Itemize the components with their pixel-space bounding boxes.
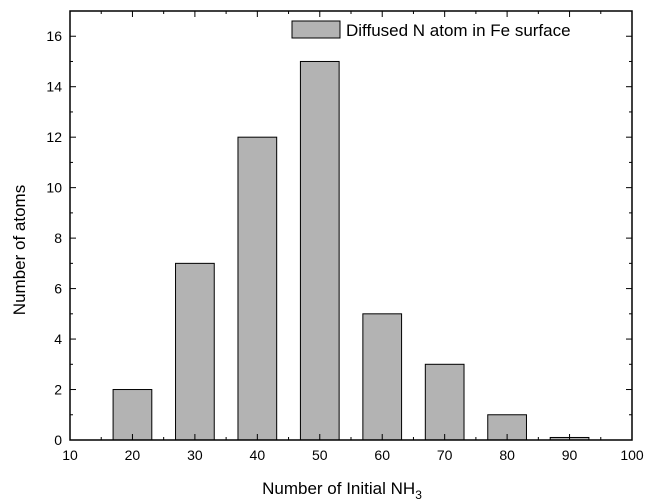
x-tick-label: 20 <box>125 447 141 463</box>
x-tick-label: 80 <box>499 447 515 463</box>
bar-30 <box>175 262 215 441</box>
legend-swatch <box>291 20 341 39</box>
y-tick-label: 4 <box>54 331 62 347</box>
y-ticks: 0 2 4 6 8 10 12 14 16 <box>46 28 632 448</box>
plot-frame <box>69 10 633 441</box>
x-tick-label: 60 <box>374 447 390 463</box>
y-tick-label: 0 <box>54 432 62 448</box>
bars <box>112 60 590 441</box>
bar-60 <box>362 313 403 441</box>
x-tick-label: 70 <box>437 447 453 463</box>
legend: Diffused N atom in Fe surface <box>291 20 571 40</box>
y-tick-label: 2 <box>54 382 62 398</box>
x-tick-label: 90 <box>562 447 578 463</box>
x-tick-label: 30 <box>187 447 203 463</box>
y-tick-label: 14 <box>46 79 62 95</box>
x-tick-label: 10 <box>62 447 78 463</box>
legend-label: Diffused N atom in Fe surface <box>346 21 571 40</box>
y-tick-label: 16 <box>46 28 62 44</box>
y-axis-title: Number of atoms <box>10 185 29 315</box>
x-ticks: 10 20 30 40 50 60 70 80 90 100 <box>62 11 644 463</box>
y-tick-label: 10 <box>46 180 62 196</box>
bar-70 <box>424 363 465 441</box>
bar-40 <box>237 136 278 441</box>
x-tick-label: 40 <box>250 447 266 463</box>
bar-50 <box>299 60 340 441</box>
x-axis-title: Number of Initial NH3 <box>262 479 422 502</box>
bar-20 <box>112 389 153 441</box>
y-tick-label: 12 <box>46 129 62 145</box>
y-tick-label: 6 <box>54 281 62 297</box>
y-tick-label: 8 <box>54 230 62 246</box>
x-tick-label: 50 <box>312 447 328 463</box>
x-tick-label: 100 <box>620 447 644 463</box>
